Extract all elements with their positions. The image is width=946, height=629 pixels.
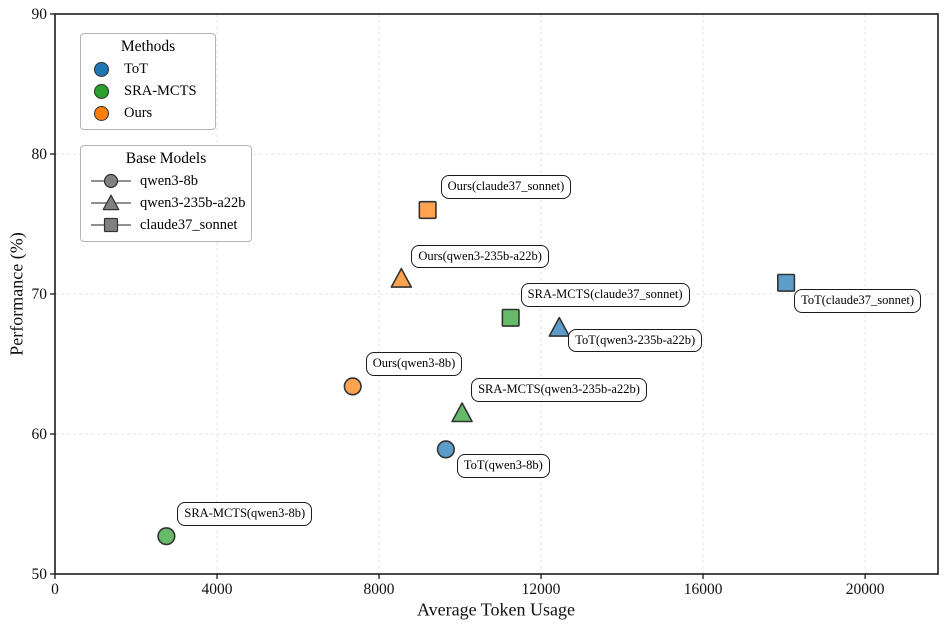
annotation-tot-claude37-sonnet: ToT(claude37_sonnet) — [794, 288, 922, 313]
legend-item-ours: Ours — [89, 102, 207, 124]
annotation-tot-qwen3-235b-a22b: ToT(qwen3-235b-a22b) — [568, 328, 703, 353]
triangle-marker-icon — [91, 194, 131, 211]
legend-item-label: qwen3-8b — [140, 172, 198, 189]
legend-methods-title: Methods — [120, 38, 176, 55]
annotation-ours-qwen3-8b: Ours(qwen3-8b) — [365, 352, 463, 377]
annotation-sra-mcts-qwen3-8b: SRA-MCTS(qwen3-8b) — [177, 502, 313, 526]
marker-tot-qwen3-235b-a22b — [548, 316, 571, 337]
marker-ours-qwen3-235b-a22b — [390, 267, 413, 288]
y-tick-label-60: 60 — [32, 426, 48, 443]
x-tick-label-0: 0 — [51, 581, 59, 598]
marker-tot-qwen3-8b — [436, 440, 455, 459]
ours-color-swatch-icon — [94, 105, 109, 121]
annotation-ours-qwen3-235b-a22b: Ours(qwen3-235b-a22b) — [411, 244, 549, 269]
legend-item-qwen3-8b: qwen3-8b — [89, 170, 243, 192]
x-tick-label-8000: 8000 — [364, 581, 395, 598]
legend-base-models: Base Models qwen3-8b qwen3-235b-a22b claud… — [80, 145, 252, 242]
y-axis-label: Performance (%) — [6, 232, 27, 356]
y-tick-label-50: 50 — [32, 566, 48, 583]
y-tick-label-80: 80 — [32, 146, 48, 163]
sra-mcts-color-swatch-icon — [94, 83, 109, 99]
marker-sra-mcts-qwen3-235b-a22b — [451, 402, 473, 423]
annotation-ours-claude37-sonnet: Ours(claude37_sonnet) — [440, 175, 572, 199]
marker-sra-mcts-qwen3-8b — [157, 527, 176, 546]
legend-item-sra-mcts: SRA-MCTS — [89, 80, 207, 102]
marker-ours-claude37-sonnet — [418, 200, 437, 220]
annotation-tot-qwen3-8b: ToT(qwen3-8b) — [456, 454, 550, 479]
legend-item-label: Ours — [124, 104, 153, 121]
circle-marker-icon — [91, 173, 131, 189]
y-tick-label-90: 90 — [32, 6, 48, 23]
x-tick-label-12000: 12000 — [522, 581, 561, 598]
x-tick-label-20000: 20000 — [846, 581, 885, 598]
tot-color-swatch-icon — [94, 61, 109, 77]
legend-methods-items: ToT SRA-MCTS Ours — [89, 58, 207, 124]
marker-ours-qwen3-8b — [343, 377, 362, 396]
legend-item-claude37-sonnet: claude37_sonnet — [89, 214, 243, 236]
legend-base-models-items: qwen3-8b qwen3-235b-a22b claude37_sonnet — [89, 170, 246, 236]
legend-item-tot: ToT — [89, 58, 207, 80]
marker-tot-claude37-sonnet — [777, 273, 796, 292]
x-tick-label-16000: 16000 — [684, 581, 723, 598]
legend-item-label: claude37_sonnet — [140, 216, 238, 233]
legend-item-label: qwen3-235b-a22b — [140, 194, 246, 211]
legend-base-models-title: Base Models — [125, 150, 207, 167]
legend-item-label: ToT — [124, 60, 148, 77]
x-tick-label-4000: 4000 — [202, 581, 233, 598]
square-marker-icon — [91, 217, 131, 233]
legend-methods: Methods ToT SRA-MCTS Ours — [80, 33, 216, 130]
x-axis-label: Average Token Usage — [416, 599, 576, 620]
annotation-sra-mcts-claude37-sonnet: SRA-MCTS(claude37_sonnet) — [520, 282, 690, 307]
legend-item-label: SRA-MCTS — [124, 82, 197, 99]
marker-sra-mcts-claude37-sonnet — [501, 308, 520, 327]
y-tick-label-70: 70 — [32, 286, 48, 303]
legend-item-qwen3-235b-a22b: qwen3-235b-a22b — [89, 192, 246, 214]
annotation-sra-mcts-qwen3-235b-a22b: SRA-MCTS(qwen3-235b-a22b) — [471, 378, 647, 402]
